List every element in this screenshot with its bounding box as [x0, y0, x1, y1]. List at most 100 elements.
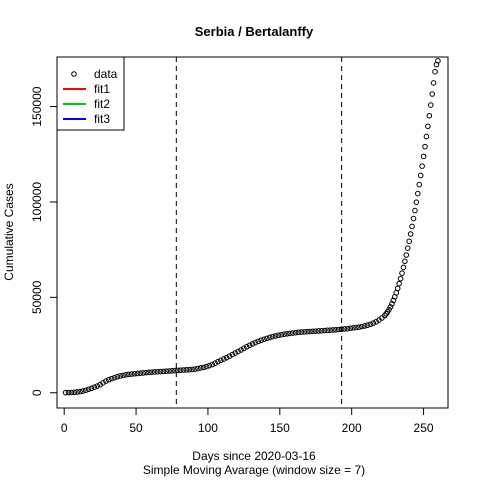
data-point — [387, 304, 394, 310]
y-axis: 0 50000 100000 150000 — [30, 86, 58, 396]
data-point — [174, 367, 181, 374]
data-point — [166, 368, 172, 374]
y-axis-label: Cumulative Cases — [2, 183, 16, 280]
data-point — [203, 363, 210, 370]
data-point — [163, 368, 170, 374]
data-point — [74, 389, 80, 395]
data-point — [220, 356, 227, 362]
data-point — [91, 384, 98, 391]
data-point — [258, 337, 264, 344]
data-point — [417, 172, 424, 179]
data-point — [407, 231, 414, 237]
data-point — [399, 270, 405, 276]
data-point — [264, 335, 270, 342]
data-point — [134, 370, 141, 377]
data-point — [149, 369, 155, 375]
data-point — [103, 378, 109, 384]
data-point — [347, 325, 354, 332]
data-point — [177, 367, 184, 374]
data-point — [330, 327, 336, 333]
chart-title: Serbia / Bertalanffy — [195, 24, 314, 39]
data-point — [333, 326, 339, 333]
data-point — [386, 306, 392, 313]
data-point — [71, 389, 78, 396]
data-point — [373, 318, 379, 325]
data-point — [151, 369, 158, 375]
x-axis-label: Days since 2020-03-16 — [192, 449, 316, 463]
data-point — [157, 368, 164, 375]
legend-label-fit1: fit1 — [94, 82, 110, 96]
data-point — [324, 327, 331, 334]
data-point — [206, 362, 213, 369]
data-point — [241, 345, 247, 352]
data-point — [123, 372, 129, 378]
data-point — [310, 328, 316, 335]
data-point — [367, 321, 374, 328]
data-point — [358, 323, 365, 330]
data-point — [419, 163, 425, 169]
data-point — [275, 332, 282, 339]
data-point — [94, 383, 101, 389]
data-point — [412, 207, 418, 214]
data-point — [218, 357, 224, 364]
data-point — [223, 354, 230, 361]
x-axis-sublabel: Simple Moving Avarage (window size = 7) — [143, 463, 365, 477]
data-point — [353, 324, 359, 331]
data-point — [209, 361, 216, 368]
data-point — [429, 91, 435, 97]
data-point — [197, 365, 204, 371]
data-point — [415, 190, 421, 197]
data-point — [312, 328, 319, 334]
data-point — [62, 389, 69, 396]
data-point — [88, 385, 95, 392]
data-point — [356, 324, 362, 330]
data-point — [301, 329, 308, 335]
data-point — [180, 367, 187, 373]
data-point — [82, 387, 89, 394]
data-point — [100, 380, 106, 386]
data-point — [255, 338, 262, 345]
y-tick-label: 100000 — [30, 182, 44, 222]
data-point — [272, 333, 279, 339]
data-point — [68, 389, 75, 396]
data-point — [131, 370, 138, 377]
data-point — [235, 348, 241, 355]
data-point — [77, 388, 83, 395]
data-point — [128, 371, 135, 377]
data-point — [416, 181, 423, 188]
data-point — [195, 365, 201, 372]
data-point — [432, 68, 438, 75]
data-point — [335, 326, 342, 333]
legend-label-fit2: fit2 — [94, 97, 110, 111]
data-point — [422, 143, 428, 150]
data-point — [389, 301, 395, 307]
data-point — [413, 199, 420, 205]
y-tick-label: 0 — [30, 389, 44, 396]
data-point — [120, 372, 126, 379]
data-point — [341, 326, 348, 332]
data-point — [403, 252, 410, 258]
data-point — [350, 325, 356, 331]
data-point — [140, 370, 147, 376]
data-point — [189, 366, 195, 373]
data-point — [396, 280, 402, 287]
data-point — [105, 376, 112, 383]
vertical-reference-lines — [175, 57, 343, 408]
data-point — [338, 326, 345, 333]
data-point — [261, 336, 267, 343]
data-point — [315, 328, 322, 334]
data-point — [406, 238, 412, 245]
data-point — [238, 347, 244, 353]
data-point — [427, 102, 434, 108]
data-point — [298, 329, 305, 335]
data-point — [108, 375, 115, 382]
data-point — [169, 368, 175, 374]
data-point — [400, 264, 407, 271]
data-point — [426, 112, 433, 119]
data-point — [229, 351, 236, 358]
x-tick-label: 250 — [414, 421, 434, 435]
data-point — [212, 360, 218, 366]
data-point — [289, 330, 296, 336]
data-point — [410, 215, 417, 222]
